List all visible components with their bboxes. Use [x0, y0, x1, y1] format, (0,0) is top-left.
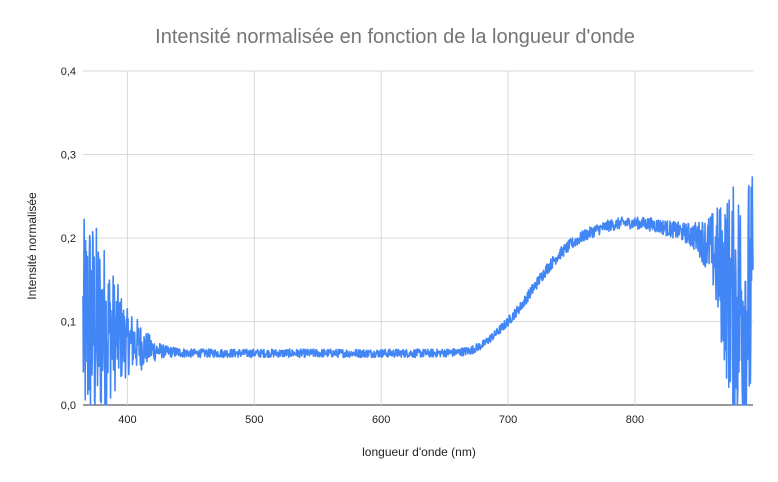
x-axis: 400 500 600 700 800: [118, 414, 644, 426]
y-axis-label: Intensité normalisée: [25, 192, 39, 300]
y-tick-label: 0,2: [61, 233, 76, 245]
x-tick-label: 700: [499, 414, 517, 426]
x-tick-label: 400: [118, 414, 136, 426]
y-tick-label: 0,0: [61, 400, 76, 412]
series-line: [82, 176, 754, 406]
y-tick-label: 0,1: [61, 317, 76, 329]
y-tick-label: 0,3: [61, 150, 76, 162]
y-axis: 0,0 0,1 0,2 0,3 0,4: [61, 66, 76, 412]
x-tick-label: 800: [626, 414, 644, 426]
x-axis-label: longueur d'onde (nm): [362, 445, 476, 459]
y-tick-label: 0,4: [61, 66, 76, 78]
chart-title: Intensité normalisée en fonction de la l…: [155, 26, 635, 48]
plot-area: [82, 176, 754, 406]
x-tick-label: 500: [245, 414, 263, 426]
x-tick-label: 600: [372, 414, 390, 426]
grid: [83, 70, 753, 406]
